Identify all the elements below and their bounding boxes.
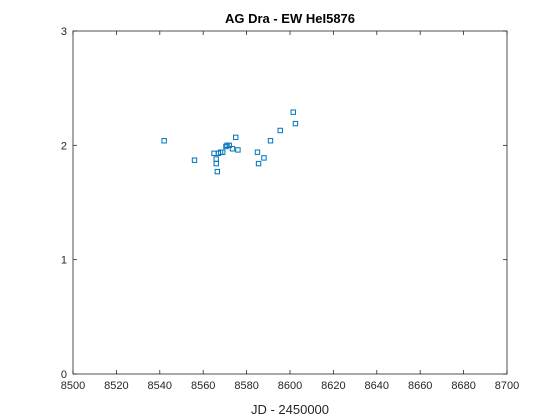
x-axis-label: JD - 2450000	[251, 402, 329, 417]
data-point	[255, 160, 262, 167]
data-point	[290, 109, 296, 115]
x-tick-label: 8600	[278, 380, 302, 392]
data-point	[229, 146, 236, 152]
y-tick-label: 3	[61, 26, 67, 38]
data-point	[214, 168, 221, 175]
y-tick-label: 0	[61, 369, 67, 381]
y-tick-label: 1	[61, 255, 67, 267]
x-tick-label: 8640	[365, 380, 389, 392]
x-tick-label: 8560	[191, 380, 215, 392]
data-point	[223, 143, 229, 150]
data-point	[261, 155, 267, 161]
y-tick-label: 2	[61, 140, 67, 152]
data-point	[213, 156, 219, 162]
data-point	[211, 150, 217, 157]
axes-box	[72, 30, 508, 375]
data-point	[191, 157, 198, 163]
data-point	[235, 147, 241, 153]
chart-title: AG Dra - EW HeI5876	[225, 11, 355, 26]
data-point	[233, 134, 239, 141]
data-point	[277, 127, 283, 134]
x-tick-label: 8540	[148, 380, 172, 392]
x-tick-label: 8660	[408, 380, 432, 392]
data-point	[220, 149, 226, 155]
x-tick-label: 8500	[61, 380, 85, 392]
x-tick-label: 8680	[451, 380, 475, 392]
x-tick-label: 8580	[234, 380, 258, 392]
data-points	[161, 109, 299, 175]
data-point	[161, 138, 167, 144]
data-point	[292, 120, 299, 127]
data-point	[267, 138, 274, 144]
x-tick-label: 8620	[321, 380, 345, 392]
x-tick-label: 8700	[495, 380, 519, 392]
axis-ticks: 8500 8520 8540 8560 8580 8600 8620 8640 8660 8680…	[61, 26, 519, 392]
data-point	[254, 149, 261, 155]
data-point	[213, 160, 219, 167]
x-tick-label: 8520	[104, 380, 128, 392]
data-point	[226, 142, 232, 149]
